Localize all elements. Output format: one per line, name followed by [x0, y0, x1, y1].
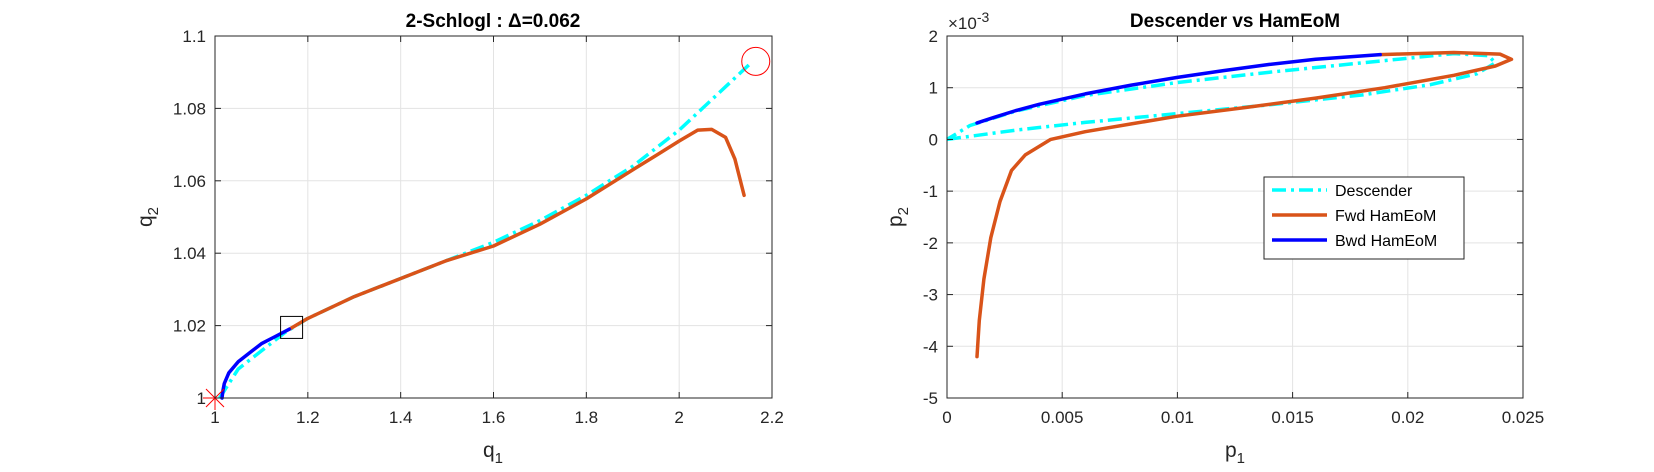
legend: Descender Fwd HamEoM Bwd HamEoM [1263, 176, 1465, 260]
right-y-tick-labels: -5 -4 -3 -2 -1 0 1 2 [923, 27, 938, 408]
right-chart-title: Descender vs HamEoM [1130, 11, 1340, 32]
left-y-axis-label-main: q [134, 215, 157, 227]
right-x-tick-label: 0.005 [1041, 408, 1084, 427]
left-ticks [214, 35, 773, 399]
left-x-axis-label: q1 [483, 439, 503, 467]
right-y-tick-label: -3 [923, 286, 938, 305]
right-ticks [946, 35, 1524, 399]
right-x-tick-label: 0.02 [1391, 408, 1424, 427]
right-y-tick-label: -1 [923, 182, 938, 201]
right-series [946, 50, 1514, 359]
left-chart: 1 1.2 1.4 1.6 1.8 2 2.2 1 1.02 1.04 1.06 1.08 1.1 2… [134, 11, 784, 467]
right-y-tick-label: -4 [923, 337, 938, 356]
left-x-tick-label: 1 [210, 408, 219, 427]
right-chart: 0 0.005 0.01 0.015 0.02 0.025 -5 -4 -3 -2 -1 0 1 2 D… [884, 9, 1544, 467]
left-y-axis-label-sub: 2 [145, 207, 162, 215]
left-y-tick-label: 1.1 [182, 27, 206, 46]
right-y-tick-label: 2 [929, 27, 938, 46]
legend-label-1: Fwd HamEoM [1335, 208, 1436, 225]
left-x-tick-label: 1.8 [575, 408, 599, 427]
right-y-axis-label: p2 [884, 207, 912, 227]
left-y-tick-labels: 1 1.02 1.04 1.06 1.08 1.1 [173, 27, 206, 408]
left-series [218, 63, 750, 400]
left-x-tick-label: 2.2 [760, 408, 784, 427]
right-y-tick-label: -2 [923, 234, 938, 253]
left-x-tick-label: 1.2 [296, 408, 320, 427]
left-series-line-1 [287, 127, 746, 331]
left-y-tick-label: 1 [197, 389, 206, 408]
left-x-tick-label: 1.4 [389, 408, 413, 427]
right-x-axis-label: p1 [1225, 439, 1245, 467]
left-x-tick-label: 2 [674, 408, 683, 427]
right-y-exponent-power: -3 [977, 9, 990, 25]
legend-label-0: Descender [1335, 183, 1413, 200]
legend-entries: Descender Fwd HamEoM Bwd HamEoM [1272, 183, 1437, 250]
end-circle-marker [741, 46, 771, 76]
right-y-tick-label: 0 [929, 130, 938, 149]
right-x-tick-labels: 0 0.005 0.01 0.015 0.02 0.025 [942, 408, 1544, 427]
right-x-tick-label: 0.01 [1161, 408, 1194, 427]
right-x-tick-label: 0.015 [1271, 408, 1314, 427]
right-series-line-1 [975, 50, 1514, 359]
right-x-axis-label-sub: 1 [1237, 450, 1245, 467]
right-axes-box [946, 35, 1524, 399]
right-y-exponent-base: ×10 [948, 14, 977, 33]
left-chart-title: 2-Schlogl : Δ=0.062 [406, 11, 581, 32]
left-series-line-2 [220, 327, 292, 400]
left-x-tick-label: 1.6 [482, 408, 506, 427]
left-x-tick-labels: 1 1.2 1.4 1.6 1.8 2 2.2 [210, 408, 784, 427]
right-y-exponent: ×10-3 [948, 9, 990, 33]
left-y-tick-label: 1.04 [173, 244, 206, 263]
left-y-tick-label: 1.08 [173, 99, 206, 118]
right-x-tick-label: 0.025 [1502, 408, 1545, 427]
right-y-axis-label-main: p [884, 215, 907, 227]
right-x-axis-label-main: p [1225, 439, 1237, 462]
left-y-tick-label: 1.02 [173, 317, 206, 336]
left-y-axis-label: q2 [134, 207, 162, 227]
legend-box [1263, 176, 1465, 260]
left-x-axis-label-sub: 1 [495, 450, 503, 467]
left-x-axis-label-main: q [483, 439, 495, 462]
right-y-tick-label: 1 [929, 79, 938, 98]
right-y-tick-label: -5 [923, 389, 938, 408]
legend-label-2: Bwd HamEoM [1335, 233, 1437, 250]
square-marker [280, 315, 304, 339]
right-x-tick-label: 0 [942, 408, 951, 427]
right-series-line-2 [975, 52, 1382, 125]
left-y-tick-label: 1.06 [173, 172, 206, 191]
right-y-axis-label-sub: 2 [895, 207, 912, 215]
